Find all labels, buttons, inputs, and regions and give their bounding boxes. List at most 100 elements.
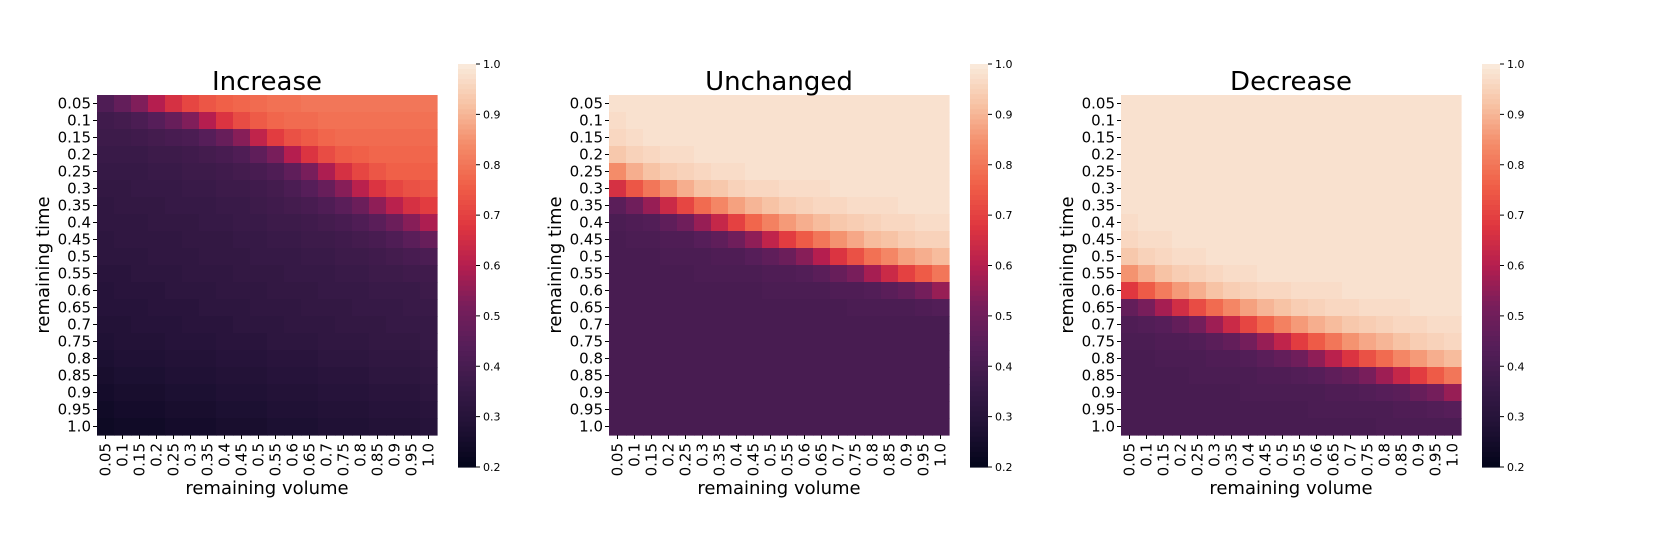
heatmap-cell — [1172, 163, 1190, 181]
heatmap-cell — [369, 231, 387, 249]
heatmap-cell — [881, 333, 899, 351]
heatmap-cell — [165, 350, 183, 368]
heatmap-cell — [1240, 367, 1258, 385]
colorbar-tick-label: 0.5 — [483, 310, 501, 323]
heatmap-cell — [1274, 401, 1292, 419]
colorbar-segment — [458, 230, 476, 236]
heatmap-cell — [847, 163, 865, 181]
colorbar-segment — [970, 235, 988, 241]
y-tick-label: 0.4 — [1091, 214, 1115, 232]
x-tick-label: 0.95 — [403, 443, 421, 476]
colorbar-segment — [458, 240, 476, 246]
y-tick-label: 0.05 — [58, 95, 91, 113]
heatmap-cell — [660, 418, 678, 436]
heatmap-cell — [233, 367, 251, 385]
heatmap-cell — [1427, 248, 1445, 266]
x-tick-label: 0.95 — [915, 443, 933, 476]
y-axis-label: remaining time — [1057, 196, 1078, 333]
heatmap-cell — [1257, 265, 1275, 283]
heatmap-cell — [660, 197, 678, 215]
heatmap-cell — [677, 129, 695, 147]
heatmap-cell — [830, 231, 848, 249]
heatmap-cell — [932, 197, 950, 215]
heatmap-cell — [318, 146, 336, 164]
heatmap-cell — [1410, 384, 1428, 402]
heatmap-cell — [898, 214, 916, 232]
colorbar-segment — [1482, 194, 1500, 201]
heatmap-cell — [97, 129, 115, 147]
heatmap-cell — [199, 180, 217, 198]
heatmap-cell — [932, 248, 950, 266]
heatmap-cell — [1223, 129, 1241, 147]
heatmap-cell — [898, 197, 916, 215]
y-tick-label: 0.8 — [1091, 350, 1115, 368]
heatmap-cell — [1444, 333, 1462, 351]
heatmap-cell — [677, 146, 695, 164]
heatmap-cell — [284, 112, 302, 130]
heatmap-cell — [1342, 367, 1360, 385]
colorbar-tick-label: 0.9 — [995, 108, 1013, 121]
colorbar-segment — [1482, 215, 1500, 221]
colorbar-segment — [458, 436, 476, 443]
heatmap-cell — [745, 248, 763, 266]
heatmap-cell — [1274, 333, 1292, 351]
heatmap-cell — [1121, 231, 1139, 249]
heatmap-cell — [711, 231, 729, 249]
x-tick-label: 0.35 — [199, 443, 217, 476]
colorbar-segment — [1482, 134, 1500, 141]
x-tick-label: 0.05 — [97, 443, 115, 476]
heatmap-cell — [1172, 231, 1190, 249]
heatmap-cell — [233, 384, 251, 402]
heatmap-cell — [386, 95, 404, 113]
heatmap-cell — [915, 214, 933, 232]
heatmap-cell — [609, 231, 627, 249]
heatmap-cell — [609, 418, 627, 436]
colorbar-segment — [970, 376, 988, 382]
heatmap-cell — [932, 418, 950, 436]
colorbar-segment — [970, 336, 988, 342]
chart-title: Increase — [212, 67, 322, 97]
heatmap-cell — [932, 350, 950, 368]
heatmap-cell — [335, 367, 353, 385]
heatmap-cell — [728, 333, 746, 351]
heatmap-cell — [1291, 197, 1309, 215]
y-tick-label: 0.9 — [579, 384, 603, 402]
colorbar-segment — [1482, 386, 1500, 393]
heatmap-cell — [1427, 231, 1445, 249]
heatmap-cell — [711, 265, 729, 283]
heatmap-cell — [796, 146, 814, 164]
heatmap-cell — [1359, 367, 1377, 385]
heatmap-cell — [779, 163, 797, 181]
heatmap-cell — [114, 282, 132, 300]
heatmap-cell — [199, 214, 217, 232]
colorbar-segment — [458, 391, 476, 398]
colorbar-segment — [458, 210, 476, 216]
chart-title: Unchanged — [705, 67, 853, 97]
heatmap-cell — [97, 282, 115, 300]
heatmap-cell — [643, 299, 661, 317]
colorbar-segment — [458, 300, 476, 307]
heatmap-cell — [1427, 299, 1445, 317]
heatmap-cell — [881, 197, 899, 215]
heatmap-cell — [199, 95, 217, 113]
heatmap-cell — [1427, 401, 1445, 419]
y-tick-label: 0.65 — [570, 299, 603, 317]
colorbar-segment — [1482, 225, 1500, 231]
colorbar-segment — [1482, 255, 1500, 262]
heatmap-cell — [233, 146, 251, 164]
colorbar-segment — [1482, 330, 1500, 337]
y-tick-label: 0.25 — [570, 163, 603, 181]
heatmap-cell — [1308, 112, 1326, 130]
heatmap-cell — [148, 231, 166, 249]
heatmap-cell — [1155, 163, 1173, 181]
x-tick-label: 0.9 — [386, 443, 404, 467]
y-tick-label: 0.55 — [570, 265, 603, 283]
heatmap-cell — [1206, 384, 1224, 402]
colorbar-tick-label: 0.7 — [483, 209, 501, 222]
heatmap-cell — [420, 282, 438, 300]
heatmap-cell — [1359, 112, 1377, 130]
colorbar-segment — [1482, 391, 1500, 398]
heatmap-cell — [881, 95, 899, 113]
heatmap-cell — [830, 282, 848, 300]
x-tick-label: 0.45 — [233, 443, 251, 476]
